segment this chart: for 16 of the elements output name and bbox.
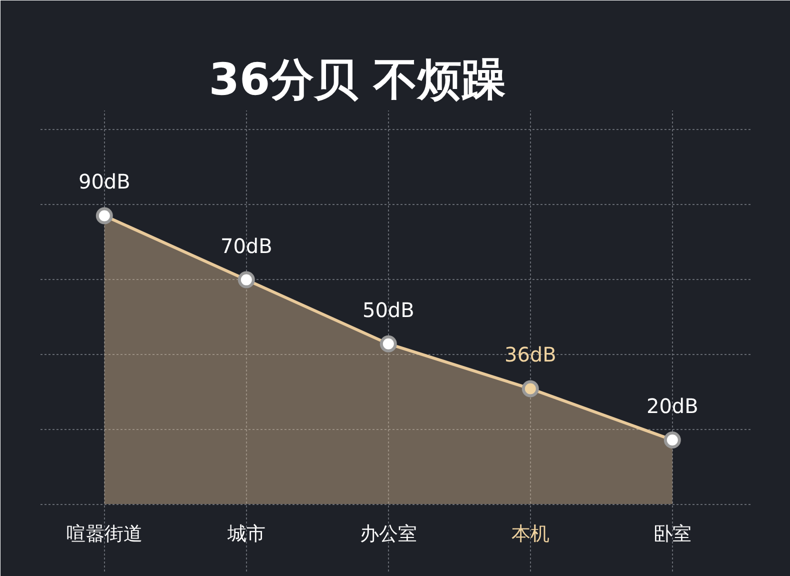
x-tick-label: 本机 <box>511 523 550 546</box>
data-label: 50dB <box>362 298 414 322</box>
point <box>664 431 681 448</box>
point <box>96 207 113 224</box>
data-label: 90dB <box>78 170 130 194</box>
chart-title: 36分贝 不烦躁 <box>208 54 506 106</box>
point <box>522 380 539 398</box>
x-tick-label: 城市 <box>226 523 266 546</box>
data-label: 20dB <box>646 394 698 418</box>
point <box>380 335 397 352</box>
data-label: 70dB <box>220 234 272 258</box>
x-tick-label: 卧室 <box>653 523 692 546</box>
data-label: 36dB <box>504 342 556 367</box>
x-tick-label: 办公室 <box>360 523 417 546</box>
x-tick-label: 喧嚣街道 <box>66 523 142 546</box>
point <box>238 271 255 288</box>
